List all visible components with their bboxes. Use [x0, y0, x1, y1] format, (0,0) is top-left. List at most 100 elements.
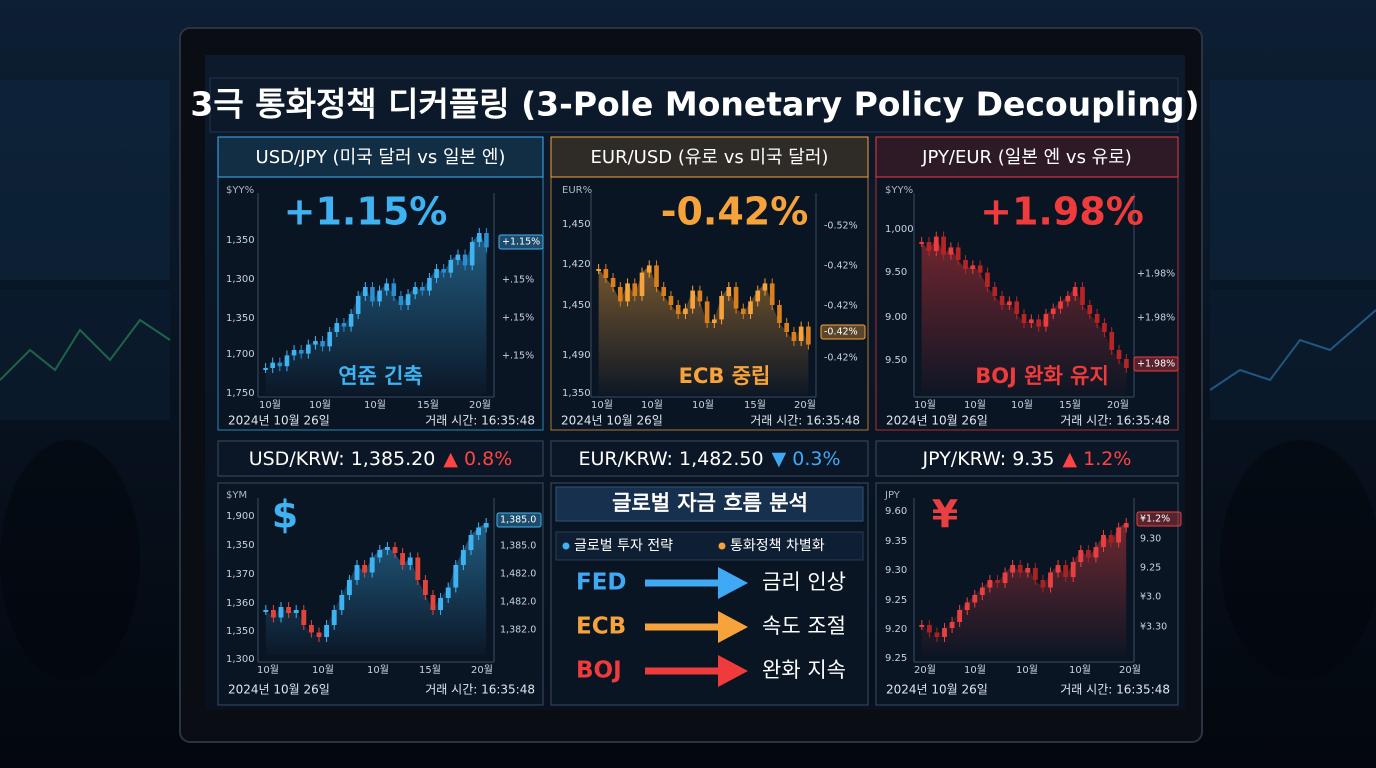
x-label: 10월 [309, 399, 331, 411]
candle [603, 269, 609, 278]
candle [1124, 359, 1129, 368]
candle [334, 323, 340, 332]
right-label: +1.98% [1137, 359, 1175, 370]
y-label: 1,360 [226, 598, 255, 609]
candle [341, 323, 347, 327]
candle [972, 595, 978, 603]
candle [1040, 580, 1046, 588]
candle [1108, 535, 1114, 543]
candle [407, 557, 413, 565]
price-area [921, 523, 1127, 655]
side-screen [1210, 80, 1376, 280]
candle [933, 236, 939, 251]
candle [313, 341, 318, 345]
panel-header-text: EUR/USD (유로 vs 미국 달러) [591, 147, 829, 168]
label-highlight [820, 324, 866, 340]
right-label: +.15% [502, 313, 534, 324]
candle [949, 622, 955, 628]
change-value: +1.15% [284, 190, 448, 234]
ticker-pair: JPY/KRW: 9.35 [922, 448, 1055, 470]
candle [1014, 301, 1020, 314]
candle [934, 632, 940, 637]
y-label: 1,350 [226, 626, 255, 637]
right-label: -0.42% [824, 261, 858, 272]
x-label: 10월 [641, 399, 663, 411]
candle [957, 610, 963, 622]
y-label: 9.35 [885, 536, 907, 547]
bank-name: FED [576, 570, 627, 596]
currency-symbol: ¥ [932, 493, 958, 537]
bank-name: BOJ [576, 658, 622, 684]
candle [1002, 572, 1008, 583]
bank-action: 완화 지속 [762, 658, 846, 682]
page-title: 3극 통화정책 디커플링 (3-Pole Monetary Policy Dec… [190, 85, 1199, 124]
candle [977, 265, 983, 273]
candle [331, 610, 337, 625]
right-label: +.15% [502, 275, 534, 286]
panel-header-text: USD/JPY (미국 달러 vs 일본 엔) [256, 147, 506, 168]
x-label: 15월 [744, 399, 766, 411]
candle [324, 625, 330, 637]
ticker: JPY/KRW: 9.35 ▲ 1.2% [922, 448, 1132, 470]
right-label: 1,482.0 [500, 569, 536, 580]
candle [445, 587, 451, 598]
candle [354, 565, 360, 580]
candle [1102, 323, 1107, 332]
ticker-change: ▲ 0.8% [443, 448, 512, 470]
price-area [921, 236, 1127, 395]
candle [942, 628, 947, 637]
y-label: 1,420 [562, 259, 591, 270]
candle [476, 527, 482, 535]
x-label: 15월 [419, 664, 441, 676]
candle [405, 294, 411, 305]
x-label: 10월 [1011, 399, 1033, 411]
candle [740, 308, 746, 314]
candle [398, 296, 404, 305]
y-label: 1,350 [562, 388, 591, 399]
panel-date: 2024년 10월 26일 [228, 414, 330, 428]
y-label: 1,700 [226, 349, 255, 360]
candle [355, 296, 361, 314]
candle [362, 565, 368, 573]
legend-dot [562, 542, 570, 550]
y-label: 1,350 [226, 235, 255, 246]
y-label: 1,450 [562, 219, 591, 230]
right-label: +1.98% [1137, 313, 1175, 324]
candle [639, 272, 645, 296]
candle [806, 326, 811, 345]
candle [468, 535, 474, 550]
candle [964, 602, 970, 610]
y-label: 9.60 [885, 506, 907, 517]
right-label: 9.25 [1140, 563, 1161, 574]
panel-note: 연준 긴축 [338, 364, 423, 388]
candle [1050, 308, 1056, 314]
y-label: 1,350 [226, 313, 255, 324]
candle [955, 247, 961, 260]
candle [1010, 565, 1016, 573]
candle [618, 287, 623, 302]
candle [434, 269, 439, 278]
candle [301, 610, 307, 625]
candle [1048, 572, 1053, 588]
candle [1101, 535, 1106, 547]
change-value: -0.42% [661, 190, 809, 234]
y-axis-title: $YY% [885, 185, 913, 196]
panel-note: ECB 중립 [679, 364, 771, 388]
candle [999, 296, 1005, 305]
bank-name: ECB [576, 614, 626, 640]
candle [1116, 527, 1122, 543]
legend-dot [718, 542, 726, 550]
panel-time: 거래 시간: 16:35:48 [425, 683, 535, 697]
candle [484, 233, 489, 248]
candle [277, 362, 283, 367]
candle [610, 278, 616, 287]
candle [1032, 568, 1038, 580]
panel-header [875, 136, 1179, 178]
candle [784, 323, 789, 332]
candle [919, 625, 925, 627]
right-label: 1,385.0 [500, 515, 536, 526]
ticker-change: ▲ 1.2% [1063, 448, 1132, 470]
candle [733, 287, 739, 309]
candle [377, 550, 383, 558]
